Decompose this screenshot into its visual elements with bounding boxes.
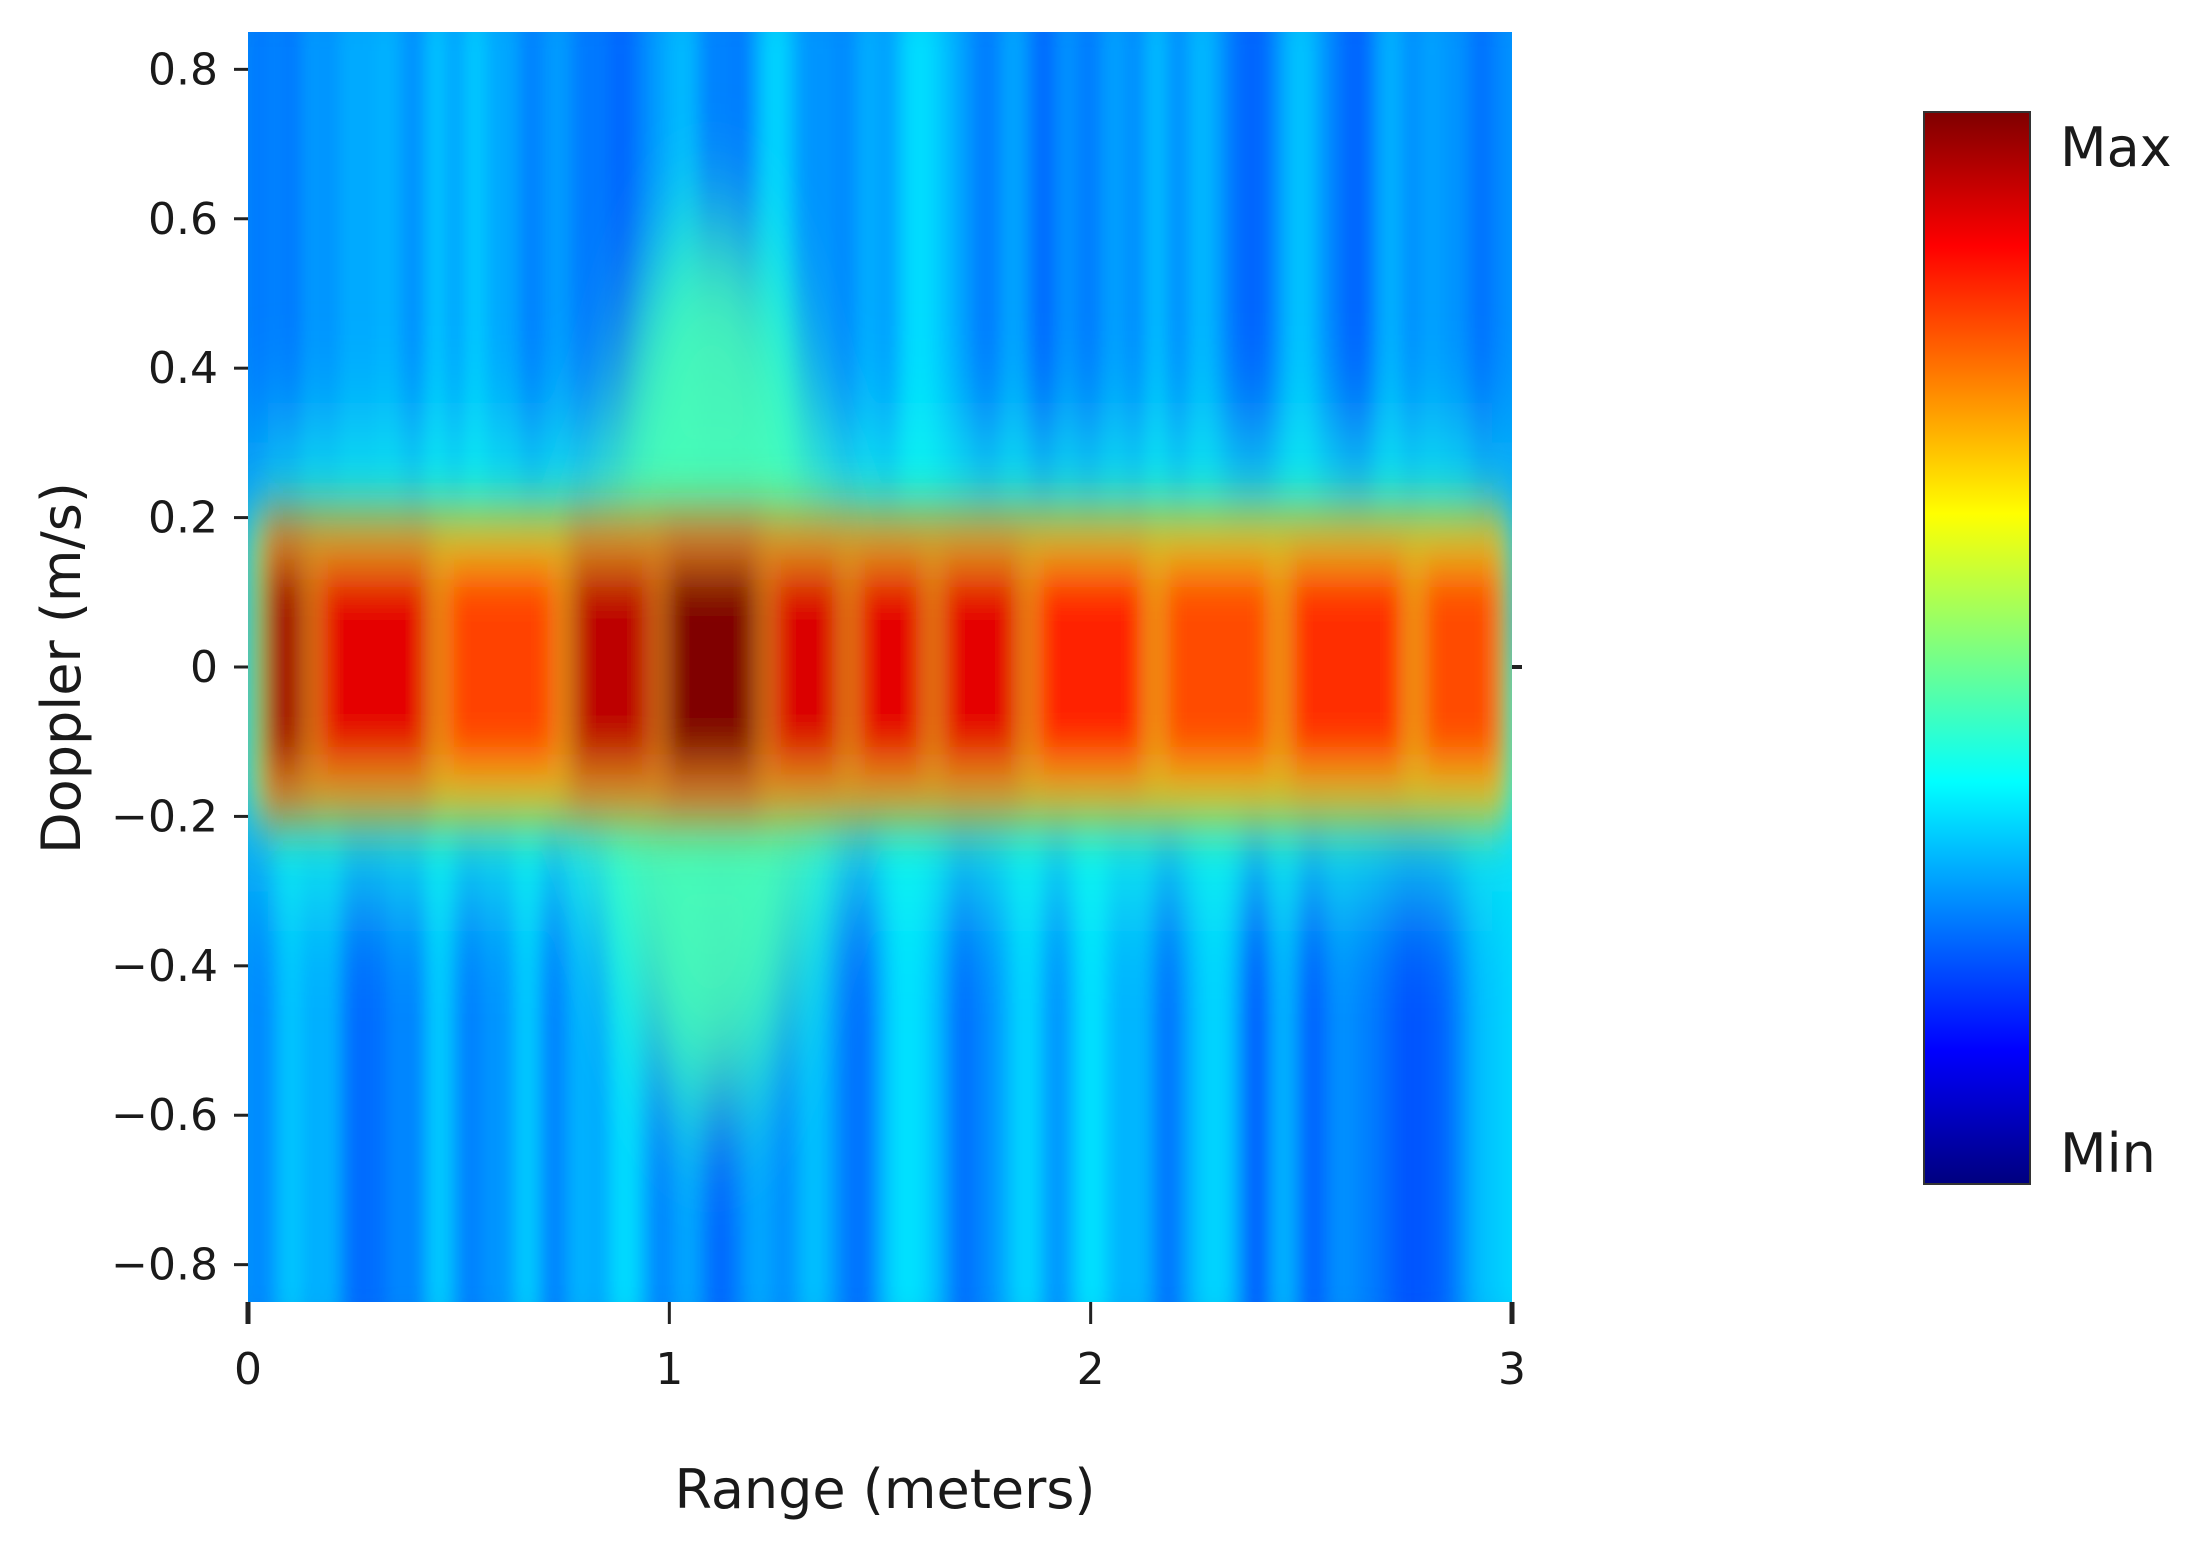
colorbar-min-label: Min <box>2060 1122 2156 1185</box>
heatmap-cell <box>1418 562 1502 772</box>
x-tick-label: 0 <box>234 1344 262 1395</box>
axes: 0.8 0.6 0.4 0.2 0 −0.2 −0.4 −0.6 −0.8 0 1 2 3 <box>111 44 1526 1395</box>
heatmap-band <box>248 510 1512 824</box>
y-tick-label: 0.2 <box>148 493 218 544</box>
y-tick-label: −0.8 <box>111 1240 218 1291</box>
heatmap-cell <box>264 562 306 772</box>
colorbar-scale <box>1923 111 2031 1185</box>
heatmap-cell <box>1159 562 1275 772</box>
x-tick-label: 2 <box>1077 1344 1105 1395</box>
y-tick-label: −0.6 <box>111 1090 218 1141</box>
heatmap-cell <box>443 562 558 772</box>
heatmap-cell <box>938 562 1022 772</box>
heatmap-cell <box>770 562 843 772</box>
colorbar: Max Min <box>1923 111 2172 1185</box>
x-tick-label: 3 <box>1498 1344 1526 1395</box>
y-tick-label: −0.2 <box>111 791 218 842</box>
x-tick-label: 1 <box>655 1344 683 1395</box>
heatmap-cell <box>570 562 653 772</box>
x-axis-title: Range (meters) <box>674 1458 1095 1521</box>
heatmap-cell <box>854 562 927 772</box>
heatmap-cell <box>317 562 432 772</box>
heatmap-cell <box>1286 562 1407 772</box>
y-tick-label: 0 <box>190 642 218 693</box>
y-axis-title: Doppler (m/s) <box>30 482 93 854</box>
y-tick-label: 0.8 <box>148 44 218 95</box>
heatmap-cell <box>664 562 759 772</box>
heatmap-cell <box>1033 562 1148 772</box>
y-tick-label: 0.4 <box>148 343 218 394</box>
y-tick-label: 0.6 <box>148 194 218 245</box>
plot-area <box>248 32 1512 1302</box>
colorbar-max-label: Max <box>2060 116 2172 179</box>
y-tick-label: −0.4 <box>111 941 218 992</box>
